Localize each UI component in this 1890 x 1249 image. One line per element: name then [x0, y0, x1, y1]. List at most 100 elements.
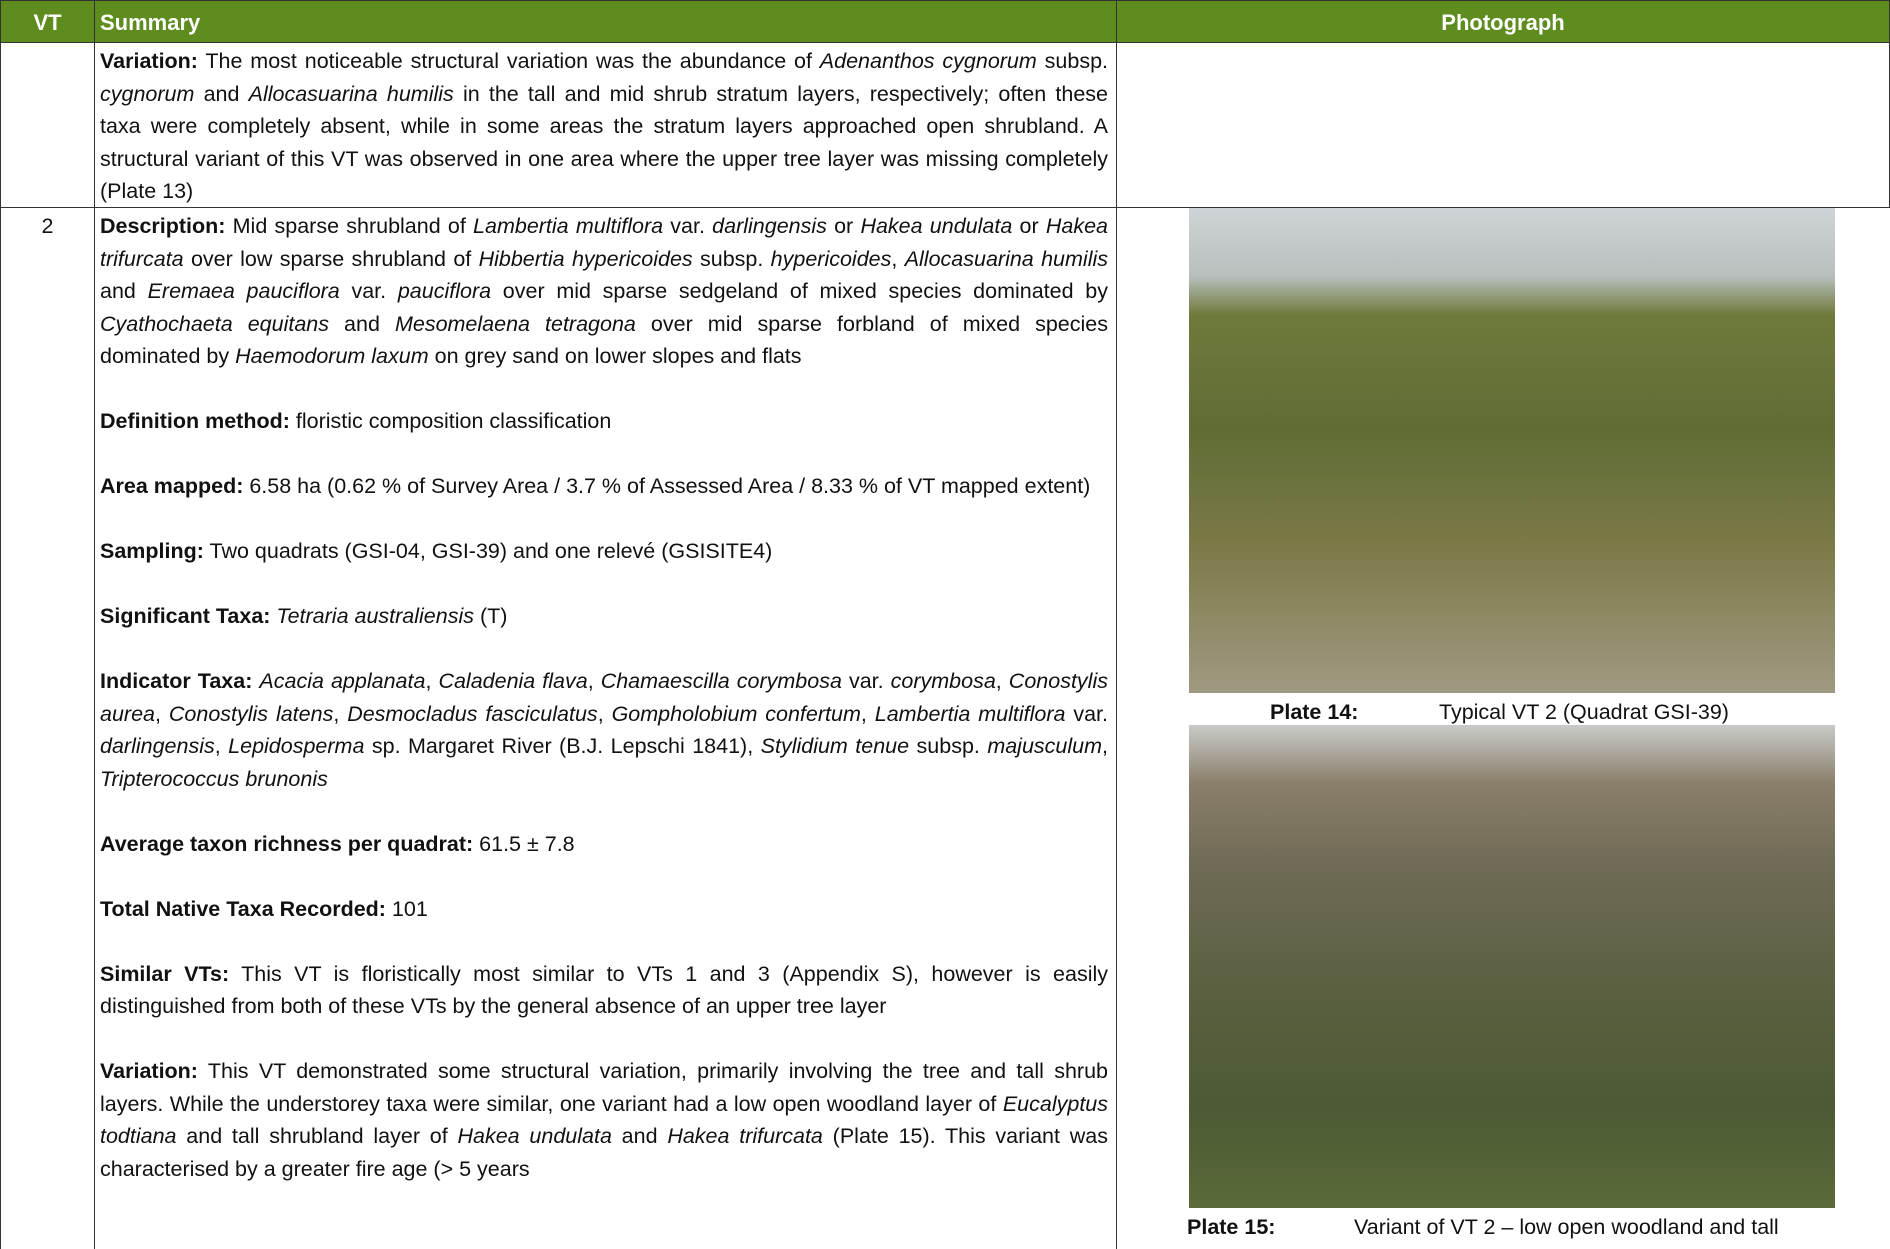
- plate-caption: Typical VT 2 (Quadrat GSI-39): [1439, 700, 1729, 724]
- paragraph-text: var.: [841, 669, 891, 693]
- italic-text: Desmocladus fasciculatus: [347, 701, 598, 726]
- header-summary: Summary: [94, 0, 1117, 43]
- italic-text: Lambertia multiflora: [874, 701, 1066, 726]
- italic-text: corymbosa: [890, 669, 996, 693]
- italic-text: darlingensis: [100, 734, 215, 758]
- paragraph-text: subsp.: [909, 734, 988, 758]
- plate-label: Plate 14:: [1270, 700, 1359, 724]
- paragraph: Sampling: Two quadrats (GSI-04, GSI-39) …: [100, 535, 1108, 568]
- paragraph-text: Mid sparse shrubland of: [225, 214, 474, 238]
- paragraph: Average taxon richness per quadrat: 61.5…: [100, 828, 1108, 861]
- paragraph-text: and: [100, 279, 148, 303]
- italic-text: Caladenia flava: [438, 669, 588, 693]
- paragraph-text: over low sparse shrubland of: [183, 246, 479, 271]
- paragraph: Variation: The most noticeable structura…: [100, 45, 1108, 208]
- italic-text: Allocasuarina humilis: [904, 246, 1108, 271]
- paragraph-text: ,: [860, 701, 875, 726]
- paragraph-text: and tall shrubland layer of: [176, 1124, 458, 1148]
- summary-cell: Description: Mid sparse shrubland of Lam…: [94, 207, 1117, 1249]
- italic-text: Gompholobium confertum: [611, 701, 861, 726]
- header-photograph: Photograph: [1116, 0, 1890, 43]
- summary-cell: Variation: The most noticeable structura…: [94, 42, 1117, 208]
- paragraph: Variation: This VT demonstrated some str…: [100, 1055, 1108, 1185]
- italic-text: Stylidium tenue: [760, 734, 910, 758]
- italic-text: pauciflora: [397, 279, 492, 303]
- paragraph-text: This VT is floristically most similar to…: [100, 961, 1108, 1019]
- paragraph-text: (T): [474, 604, 508, 628]
- paragraph-text: subsp.: [692, 246, 771, 271]
- paragraph: Total Native Taxa Recorded: 101: [100, 893, 1108, 926]
- paragraph-text: 61.5 ± 7.8: [473, 831, 575, 856]
- paragraph-text: ,: [587, 669, 601, 693]
- plate-caption: Variant of VT 2 – low open woodland and …: [1354, 1215, 1779, 1239]
- paragraph-label: Indicator Taxa:: [100, 669, 253, 693]
- paragraph-text: ,: [995, 669, 1009, 693]
- vt-cell: 2: [0, 207, 95, 1249]
- paragraph-text: and: [194, 81, 249, 106]
- italic-text: darlingensis: [712, 214, 827, 238]
- paragraph-text: 101: [385, 896, 428, 921]
- italic-text: Hakea trifurcata: [100, 214, 1108, 271]
- italic-text: Haemodorum laxum: [235, 344, 429, 368]
- italic-text: Eucalyptus todtiana: [100, 1091, 1108, 1149]
- paragraph-label: Significant Taxa:: [100, 604, 271, 628]
- plate-photo: [1189, 725, 1835, 1208]
- italic-text: Hakea undulata: [457, 1124, 612, 1148]
- italic-text: Lepidosperma: [228, 734, 365, 758]
- header-vt: VT: [0, 0, 95, 43]
- italic-text: Hibbertia hypericoides: [478, 246, 693, 271]
- paragraph-text: var.: [339, 279, 398, 303]
- paragraph-text: sp. Margaret River (B.J. Lepschi 1841),: [364, 734, 761, 758]
- paragraph-text: subsp.: [1036, 49, 1108, 73]
- italic-text: Chamaescilla corymbosa: [600, 669, 842, 693]
- paragraph-text: or: [1012, 214, 1046, 238]
- italic-text: Hakea undulata: [860, 214, 1013, 238]
- paragraph-text: var.: [663, 214, 713, 238]
- paragraph-text: ,: [425, 669, 439, 693]
- paragraph-label: Variation:: [100, 1059, 198, 1083]
- italic-text: Mesomelaena tetragona: [394, 311, 636, 336]
- paragraph-text: ,: [333, 701, 348, 726]
- paragraph-label: Similar VTs:: [100, 961, 230, 986]
- paragraph: Significant Taxa: Tetraria australiensis…: [100, 600, 1108, 633]
- paragraph-label: Average taxon richness per quadrat:: [100, 831, 474, 856]
- paragraph-label: Variation:: [100, 49, 198, 73]
- paragraph-label: Definition method:: [100, 409, 290, 433]
- italic-text: Hakea trifurcata: [667, 1124, 823, 1148]
- paragraph-text: ,: [214, 734, 229, 758]
- paragraph-text: over mid sparse sedgeland of mixed speci…: [491, 279, 1108, 303]
- italic-text: Adenanthos cygnorum: [819, 49, 1037, 73]
- paragraph-text: 6.58 ha (0.62 % of Survey Area / 3.7 % o…: [243, 474, 1091, 498]
- italic-text: Lambertia multiflora: [473, 214, 664, 238]
- paragraph-text: floristic composition classification: [289, 409, 612, 433]
- paragraph-text: ,: [1102, 734, 1108, 758]
- italic-text: Allocasuarina humilis: [248, 81, 454, 106]
- paragraph-label: Area mapped:: [100, 474, 244, 498]
- paragraph-text: (Plate 15). This variant was characteris…: [100, 1124, 1108, 1181]
- paragraph-text: This VT demonstrated some structural var…: [100, 1059, 1108, 1116]
- italic-text: Acacia applanata: [259, 669, 426, 693]
- paragraph: Definition method: floristic composition…: [100, 405, 1108, 438]
- plate-photo: [1189, 208, 1835, 693]
- paragraph-text: The most noticeable structural variation…: [197, 49, 820, 73]
- paragraph-text: or: [826, 214, 861, 238]
- italic-text: hypericoides: [770, 246, 892, 271]
- italic-text: Tripterococcus brunonis: [100, 766, 328, 791]
- paragraph-text: on grey sand on lower slopes and flats: [428, 344, 802, 368]
- paragraph-text: and: [329, 311, 395, 336]
- paragraph-label: Sampling:: [100, 539, 204, 563]
- paragraph-text: var.: [1065, 701, 1109, 726]
- paragraph: Area mapped: 6.58 ha (0.62 % of Survey A…: [100, 470, 1108, 503]
- paragraph-label: Total Native Taxa Recorded:: [100, 896, 386, 921]
- plate-label: Plate 15:: [1187, 1215, 1276, 1239]
- italic-text: Eremaea pauciflora: [147, 279, 340, 303]
- italic-text: Cyathochaeta equitans: [100, 311, 329, 336]
- italic-text: Tetraria australiensis: [276, 604, 474, 628]
- paragraph-text: ,: [597, 701, 612, 726]
- italic-text: cygnorum: [100, 81, 195, 106]
- paragraph-text: in the tall and mid shrub stratum layers…: [100, 81, 1108, 204]
- paragraph: Similar VTs: This VT is floristically mo…: [100, 958, 1108, 1023]
- italic-text: Conostylis aurea: [100, 669, 1108, 726]
- paragraph-text: over mid sparse forbland of mixed specie…: [100, 311, 1108, 369]
